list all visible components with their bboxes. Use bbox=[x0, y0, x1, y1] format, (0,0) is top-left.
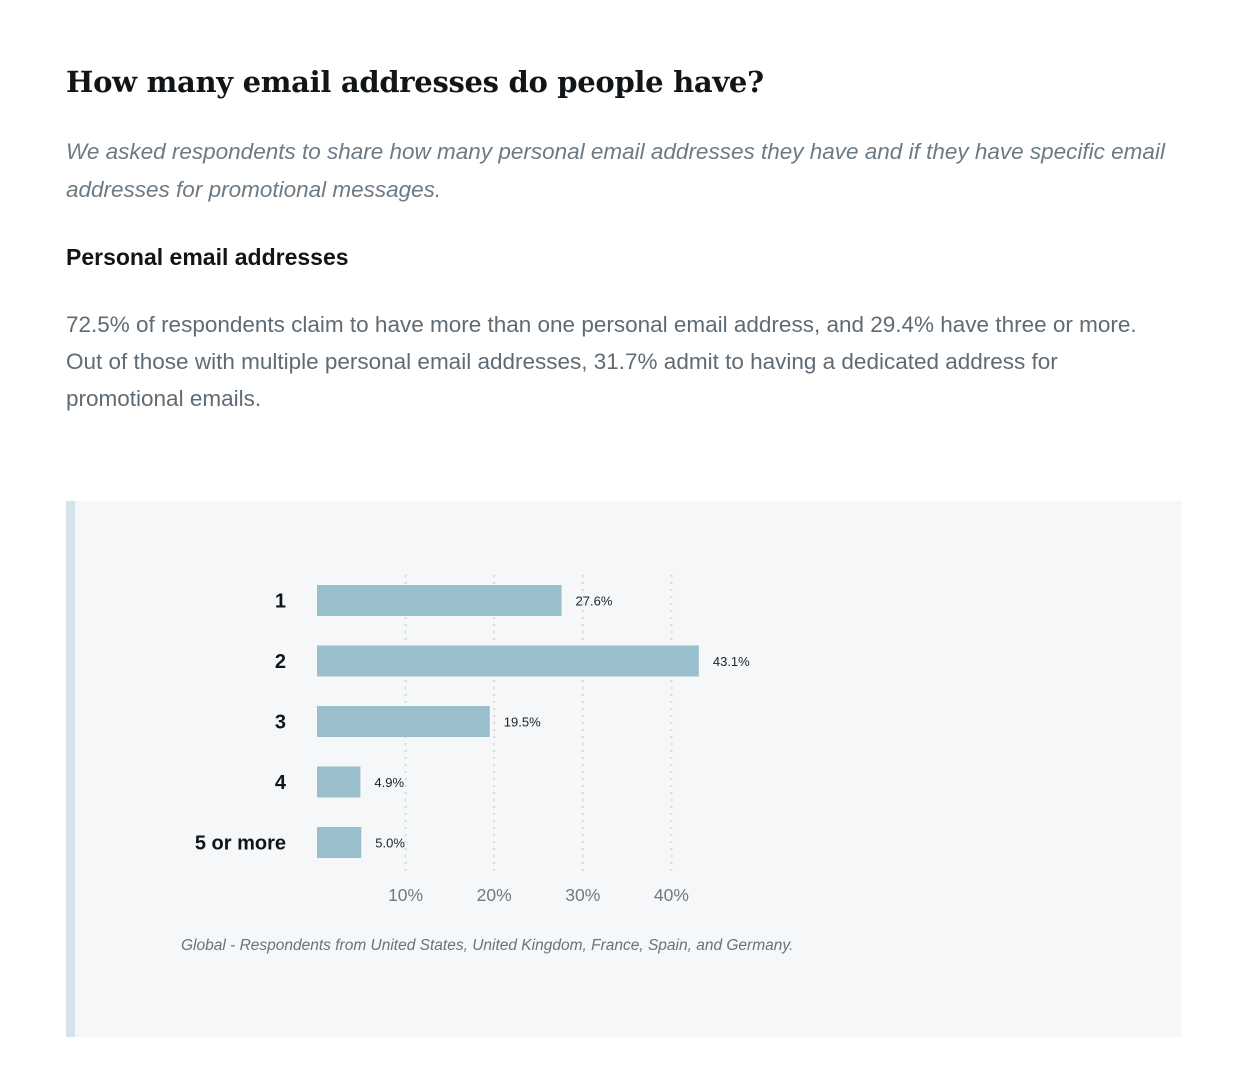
x-tick-label: 10% bbox=[388, 885, 423, 905]
x-tick-label: 20% bbox=[477, 885, 512, 905]
page-title: How many email addresses do people have? bbox=[66, 65, 764, 99]
bar-3 bbox=[317, 706, 490, 737]
bar-1 bbox=[317, 585, 562, 616]
category-label: 3 bbox=[275, 712, 286, 734]
chart-panel: 1 27.6% 2 43.1% 3 19.5% 4 4.9% 5 or more 5.0% 10% 2… bbox=[66, 501, 1182, 1037]
chart-accent-bar bbox=[66, 501, 75, 1037]
x-tick-label: 40% bbox=[654, 885, 689, 905]
bar-4 bbox=[317, 766, 361, 798]
body-paragraph: 72.5% of respondents claim to have more … bbox=[66, 312, 1137, 411]
value-label: 4.9% bbox=[374, 775, 404, 790]
chart-footnote: Global - Respondents from United States,… bbox=[181, 937, 794, 954]
category-label: 5 or more bbox=[195, 833, 286, 855]
bar-5 bbox=[317, 827, 362, 858]
category-label: 2 bbox=[275, 651, 286, 673]
section-heading: Personal email addresses bbox=[66, 244, 349, 270]
value-label: 43.1% bbox=[713, 654, 750, 669]
value-label: 19.5% bbox=[504, 715, 541, 730]
value-label: 5.0% bbox=[375, 836, 405, 851]
value-label: 27.6% bbox=[576, 594, 613, 609]
bar-2 bbox=[317, 645, 699, 677]
intro-text: We asked respondents to share how many p… bbox=[66, 139, 1165, 202]
category-label: 1 bbox=[275, 591, 286, 613]
category-label: 4 bbox=[275, 772, 287, 794]
x-tick-label: 30% bbox=[565, 885, 600, 905]
bar-chart: 1 27.6% 2 43.1% 3 19.5% 4 4.9% 5 or more 5.0% 10% 2… bbox=[195, 575, 750, 905]
